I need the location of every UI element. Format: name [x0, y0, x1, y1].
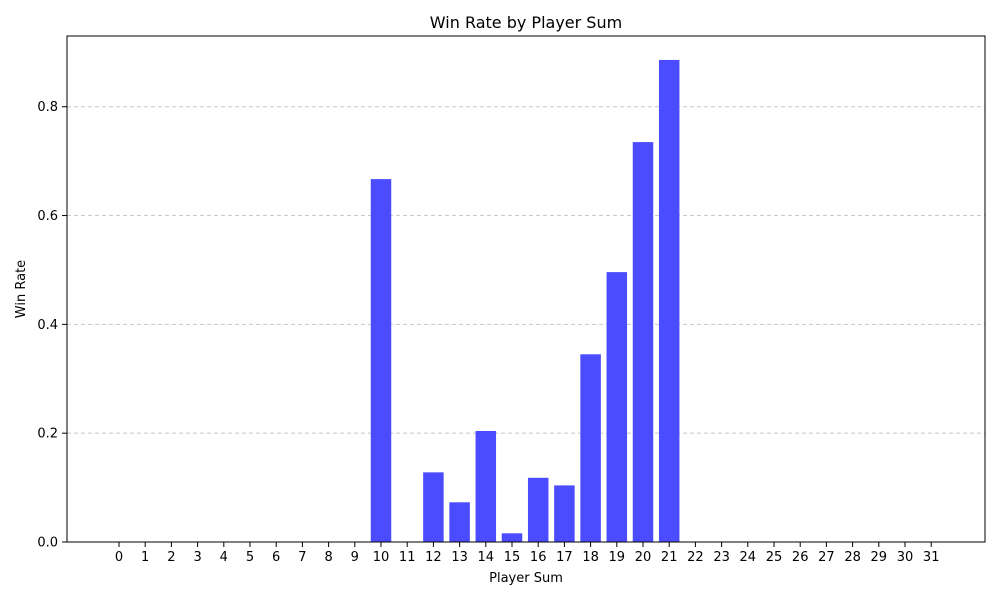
x-tick-label: 21: [661, 550, 678, 565]
chart-title: Win Rate by Player Sum: [430, 13, 622, 32]
x-tick-label: 15: [504, 550, 521, 565]
y-tick-label: 0.2: [37, 427, 58, 442]
x-tick-label: 3: [193, 550, 201, 565]
y-tick-label: 0.4: [37, 318, 58, 333]
bar-18: [580, 354, 601, 542]
bar-20: [632, 142, 654, 542]
bar-13: [449, 502, 470, 542]
bar-15: [501, 533, 523, 542]
y-tick-label: 0.0: [37, 536, 58, 551]
x-tick-label: 27: [818, 550, 835, 565]
x-tick-label: 16: [530, 550, 547, 565]
x-tick-label: 28: [844, 550, 861, 565]
x-tick-label: 17: [556, 550, 573, 565]
bar-17: [554, 485, 575, 542]
x-tick-label: 5: [246, 550, 254, 565]
bar-12: [423, 472, 444, 542]
bar-19: [606, 272, 628, 542]
x-tick-label: 2: [167, 550, 175, 565]
y-ticks: 0.0 0.2 0.4 0.6 0.8: [37, 100, 67, 551]
x-axis-label: Player Sum: [489, 571, 563, 586]
x-tick-label: 22: [687, 550, 704, 565]
x-tick-label: 10: [373, 550, 390, 565]
x-tick-label: 31: [923, 550, 940, 565]
bar-21: [658, 59, 680, 542]
bar-16: [527, 477, 549, 542]
x-tick-label: 18: [582, 550, 599, 565]
bars: [370, 59, 680, 543]
x-tick-label: 6: [272, 550, 280, 565]
y-tick-label: 0.6: [37, 209, 58, 224]
x-tick-label: 9: [351, 550, 359, 565]
bar-14: [475, 431, 497, 542]
plot-frame: [66, 35, 986, 543]
x-tick-label: 11: [399, 550, 416, 565]
x-tick-label: 19: [609, 550, 626, 565]
x-tick-label: 29: [871, 550, 888, 565]
x-tick-label: 20: [635, 550, 652, 565]
x-tick-label: 12: [425, 550, 442, 565]
x-tick-label: 26: [792, 550, 809, 565]
x-ticks: 0 1 2 3 4 5 6 7 8 9 10 11 12 13 14 15 16 17 18 19 20 21 22 23 24…: [115, 542, 940, 565]
x-tick-label: 1: [141, 550, 149, 565]
x-tick-label: 8: [324, 550, 332, 565]
x-tick-label: 25: [766, 550, 783, 565]
x-tick-label: 24: [740, 550, 757, 565]
x-tick-label: 13: [451, 550, 468, 565]
grid-lines: [67, 106, 985, 434]
x-tick-label: 30: [897, 550, 914, 565]
x-tick-label: 4: [220, 550, 228, 565]
x-tick-label: 0: [115, 550, 123, 565]
x-tick-label: 7: [298, 550, 306, 565]
bar-10: [370, 179, 392, 543]
y-tick-label: 0.8: [37, 100, 58, 115]
x-tick-label: 23: [713, 550, 730, 565]
x-tick-label: 14: [478, 550, 495, 565]
y-axis-label: Win Rate: [14, 260, 29, 318]
